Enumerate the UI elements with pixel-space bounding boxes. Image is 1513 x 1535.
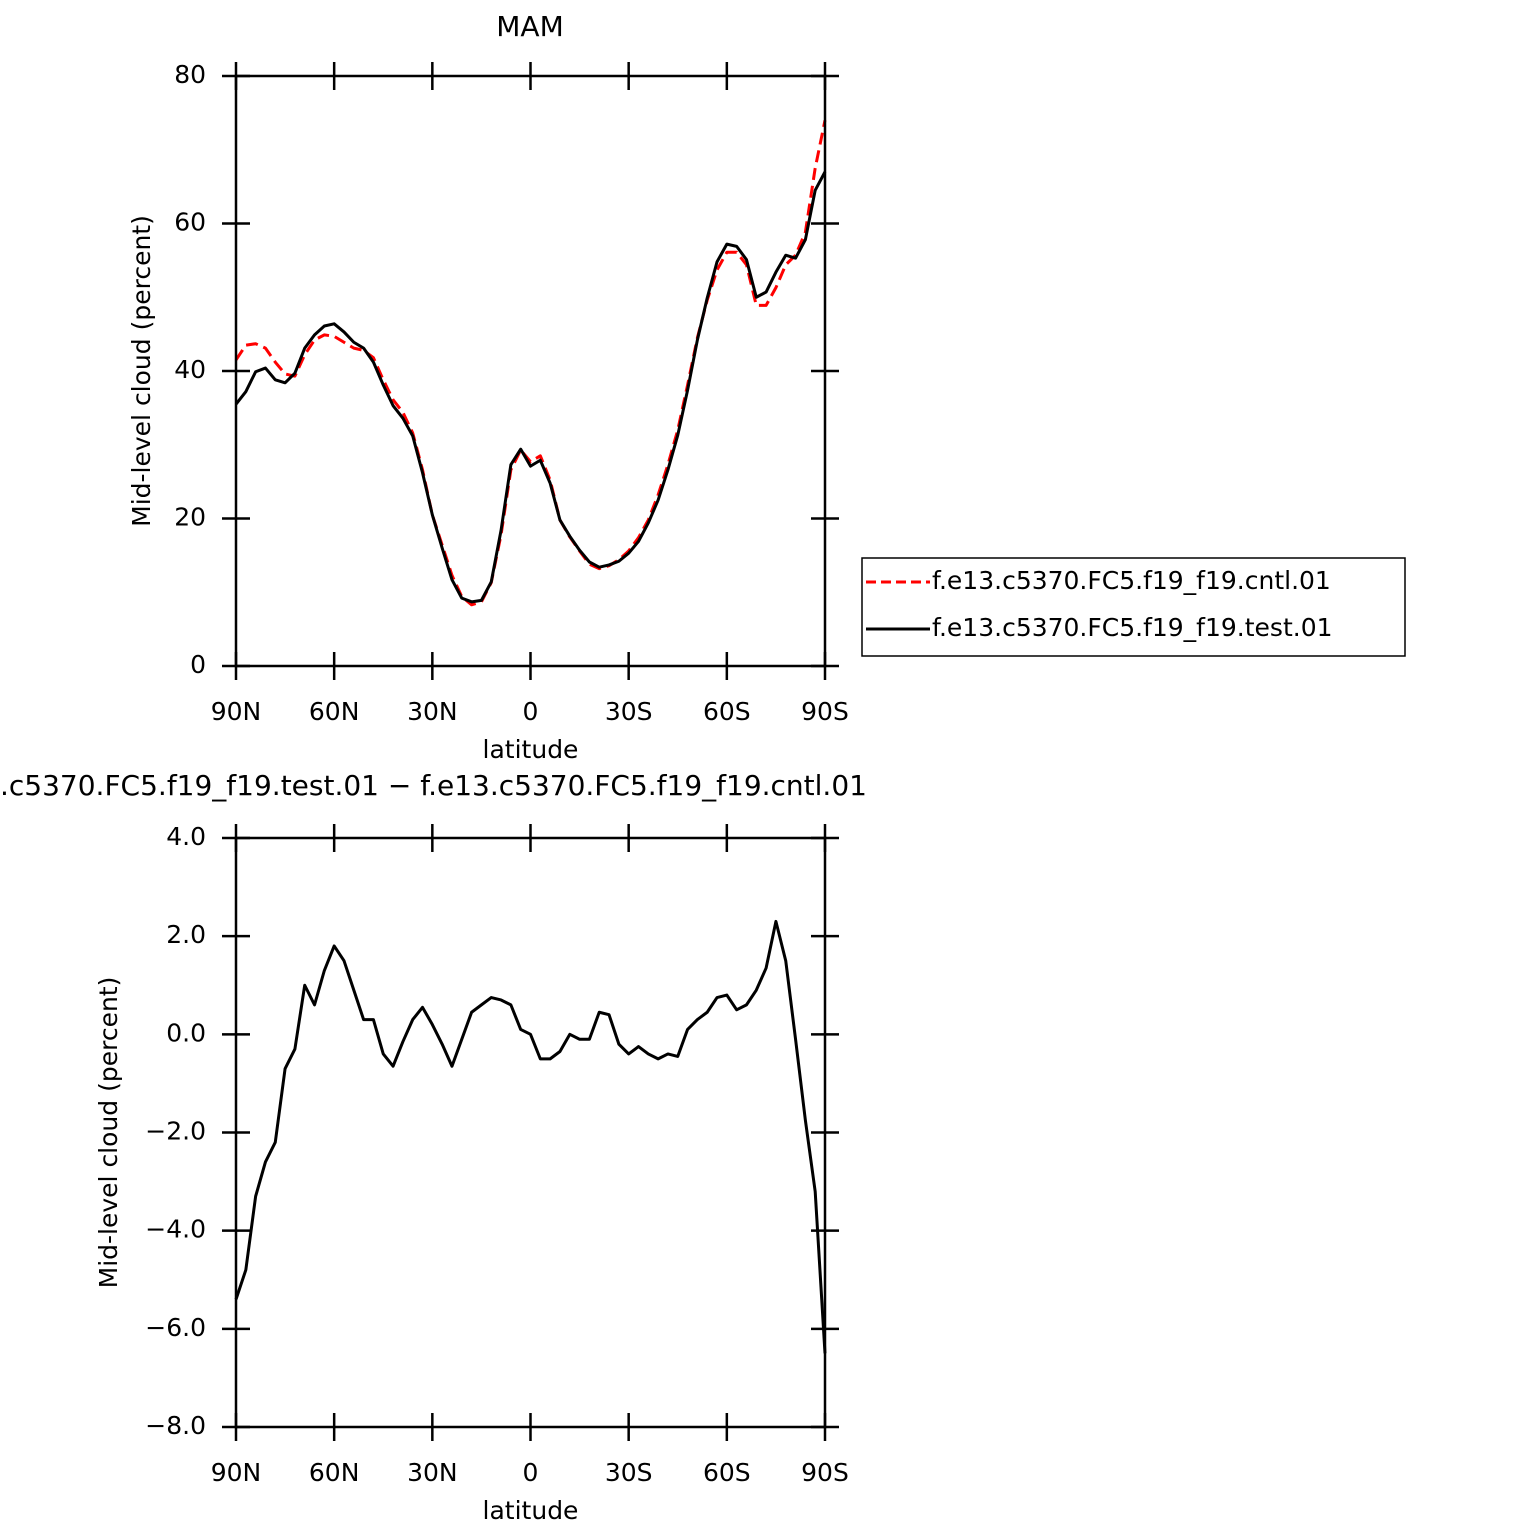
- data-line: [234, 171, 827, 604]
- y-tick-label: 60: [174, 208, 206, 237]
- y-tick-label: 2.0: [166, 920, 206, 949]
- y-tick-label: 40: [174, 355, 206, 384]
- x-tick-label: 30S: [605, 1458, 653, 1487]
- y-tick-label: −4.0: [145, 1215, 206, 1244]
- y-tick-label: 80: [174, 60, 206, 89]
- x-tick-label: 30N: [407, 697, 458, 726]
- x-tick-label: 60S: [703, 697, 751, 726]
- plot-frame: [234, 836, 827, 1429]
- x-axis-label: latitude: [483, 1496, 579, 1525]
- x-tick-label: 60N: [309, 697, 360, 726]
- data-line: [234, 119, 827, 607]
- y-tick-label: −8.0: [145, 1411, 206, 1440]
- y-tick-label: −2.0: [145, 1117, 206, 1146]
- x-tick-label: 90S: [801, 1458, 849, 1487]
- y-tick-label: 20: [174, 503, 206, 532]
- x-axis-label: latitude: [483, 735, 579, 764]
- chart-title: MAM: [496, 10, 563, 43]
- x-tick-label: 90S: [801, 697, 849, 726]
- x-tick-label: 60N: [309, 1458, 360, 1487]
- x-tick-label: 30S: [605, 697, 653, 726]
- x-tick-label: 60S: [703, 1458, 751, 1487]
- y-tick-label: 0.0: [166, 1018, 206, 1047]
- legend-label: f.e13.c5370.FC5.f19_f19.test.01: [932, 613, 1333, 642]
- y-axis-label: Mid-level cloud (percent): [94, 977, 123, 1289]
- y-axis-label: Mid-level cloud (percent): [127, 215, 156, 527]
- x-tick-label: 0: [523, 1458, 539, 1487]
- x-tick-label: 0: [523, 697, 539, 726]
- data-line: [234, 919, 827, 1354]
- legend-label: f.e13.c5370.FC5.f19_f19.cntl.01: [932, 566, 1331, 595]
- y-tick-label: −6.0: [145, 1313, 206, 1342]
- x-tick-label: 90N: [211, 1458, 262, 1487]
- x-tick-label: 30N: [407, 1458, 458, 1487]
- legend-box: [861, 557, 1406, 657]
- y-tick-label: 0: [190, 650, 206, 679]
- x-tick-label: 90N: [211, 697, 262, 726]
- plot-frame: [234, 74, 827, 668]
- y-tick-label: 4.0: [166, 822, 206, 851]
- chart-title: .c5370.FC5.f19_f19.test.01 − f.e13.c5370…: [0, 769, 867, 802]
